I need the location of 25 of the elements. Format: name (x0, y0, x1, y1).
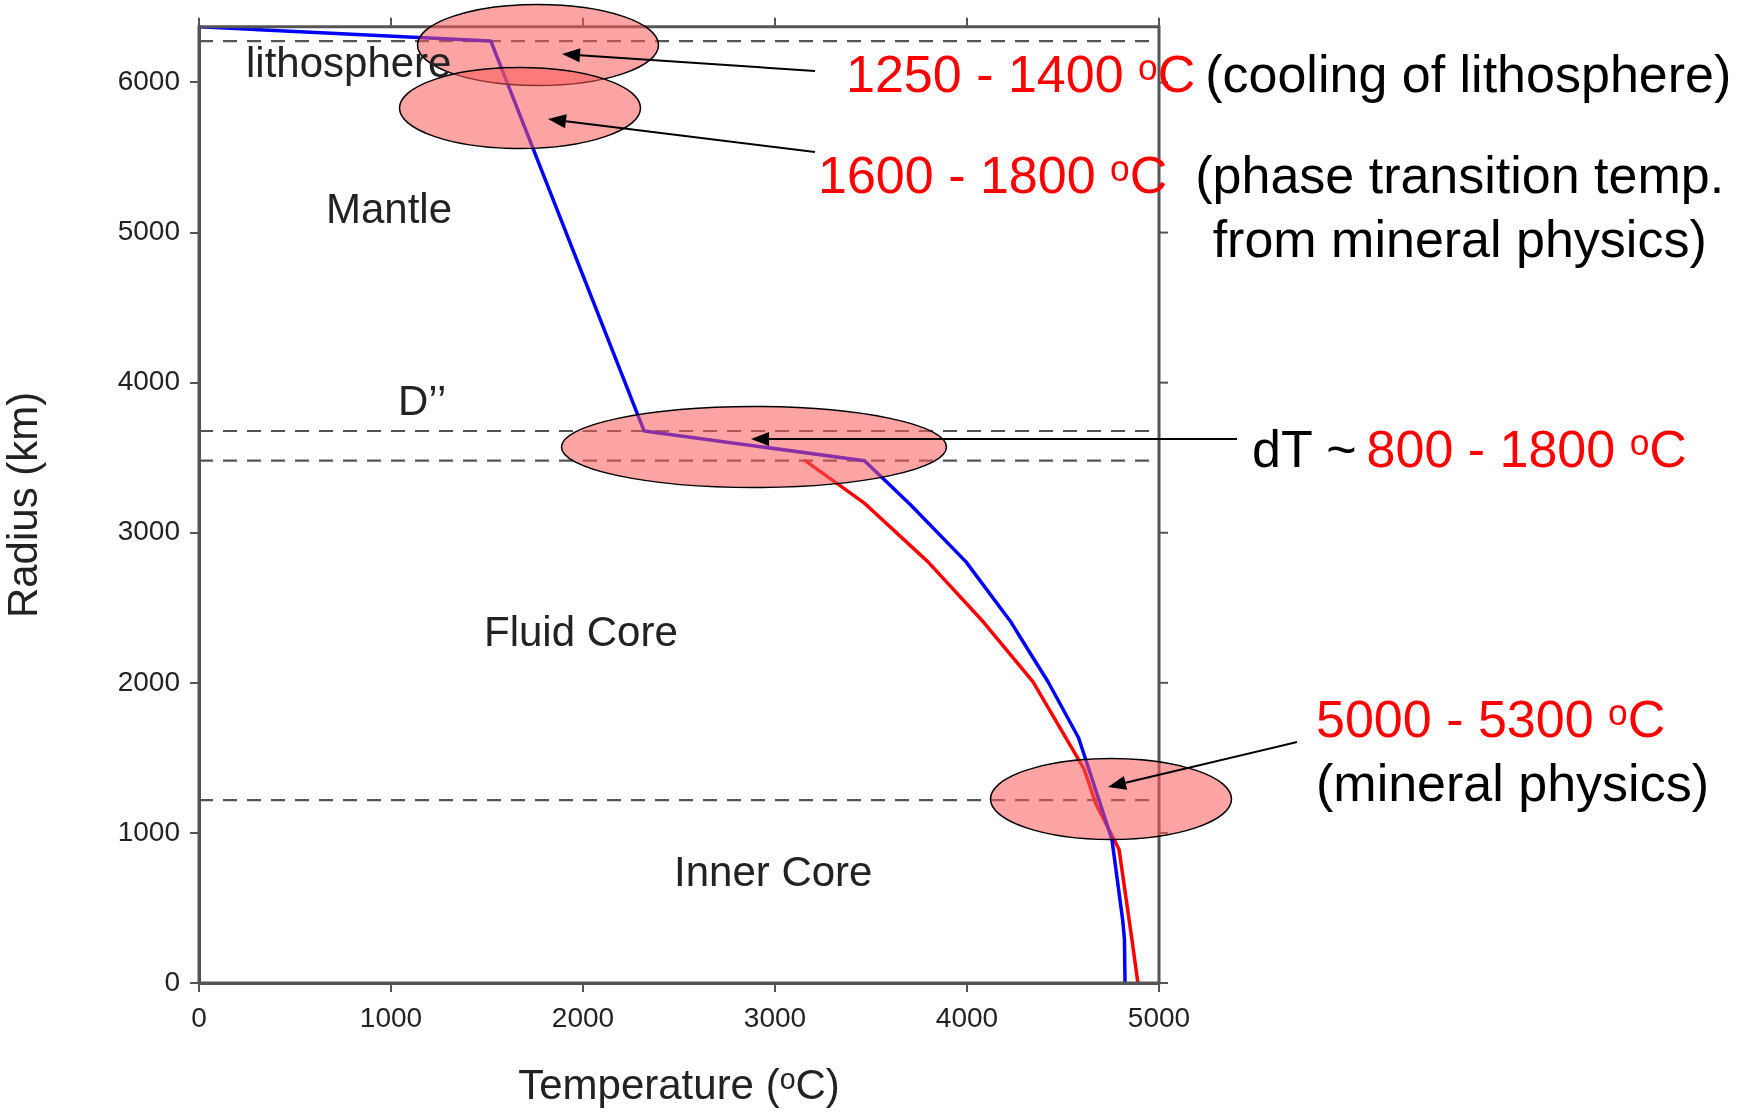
x-tick-label: 1000 (359, 1001, 423, 1033)
text: (cooling of lithosphere) (1205, 44, 1732, 105)
y-tick-label: 4000 (117, 365, 180, 397)
text: 800 - 1800 ᵒC (1366, 419, 1687, 480)
annotation: Fluid Core (484, 608, 678, 655)
x-tick-label: 0 (191, 1001, 207, 1033)
text: (phase transition temp. from mineral physics) (1194, 145, 1726, 270)
y-tick-label: 5000 (117, 215, 180, 247)
annotation: D’’ (398, 377, 447, 424)
annotation: Mantle (326, 185, 453, 232)
x-axis-title: Temperature (ᵒC) (518, 1061, 840, 1109)
x-tick-label: 4000 (935, 1001, 999, 1033)
y-axis-title: Radius (km) (0, 391, 46, 619)
x-tick-label: 5000 (1127, 1001, 1191, 1033)
y-tick-label: 0 (164, 965, 180, 997)
y-tick-label: 1000 (117, 815, 180, 847)
x-tick-label: 3000 (743, 1001, 807, 1033)
text: dT ~ (1252, 419, 1357, 480)
y-tick-label: 2000 (117, 665, 180, 697)
annotation: Inner Core (674, 848, 873, 895)
y-tick-label: 6000 (117, 65, 180, 97)
text: 5000 - 5300 ᵒC (1316, 689, 1666, 750)
x-tick-label: 2000 (551, 1001, 615, 1033)
text: (mineral physics) (1316, 753, 1709, 814)
y-tick-label: 3000 (117, 515, 180, 547)
